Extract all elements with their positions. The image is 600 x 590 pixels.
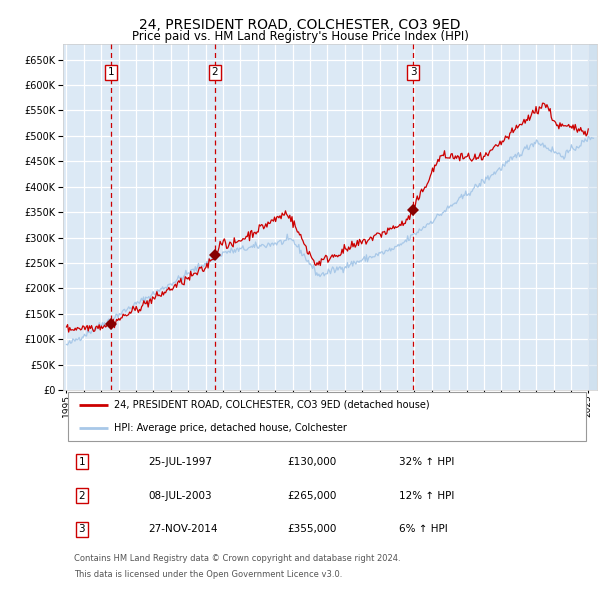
Text: 1: 1: [107, 67, 115, 77]
Text: 25-JUL-1997: 25-JUL-1997: [148, 457, 212, 467]
Text: 12% ↑ HPI: 12% ↑ HPI: [400, 490, 455, 500]
Text: 6% ↑ HPI: 6% ↑ HPI: [400, 525, 448, 534]
Bar: [589, 44, 597, 390]
Text: 1: 1: [79, 457, 85, 467]
Text: £355,000: £355,000: [287, 525, 337, 534]
Text: 2: 2: [211, 67, 218, 77]
Text: 32% ↑ HPI: 32% ↑ HPI: [400, 457, 455, 467]
Text: 3: 3: [410, 67, 416, 77]
Text: 2: 2: [79, 490, 85, 500]
Text: Price paid vs. HM Land Registry's House Price Index (HPI): Price paid vs. HM Land Registry's House …: [131, 30, 469, 43]
Text: 08-JUL-2003: 08-JUL-2003: [148, 490, 212, 500]
Text: 3: 3: [79, 525, 85, 534]
Text: 24, PRESIDENT ROAD, COLCHESTER, CO3 9ED (detached house): 24, PRESIDENT ROAD, COLCHESTER, CO3 9ED …: [114, 400, 430, 410]
Text: £265,000: £265,000: [287, 490, 337, 500]
Text: Contains HM Land Registry data © Crown copyright and database right 2024.: Contains HM Land Registry data © Crown c…: [74, 553, 400, 563]
Text: 24, PRESIDENT ROAD, COLCHESTER, CO3 9ED: 24, PRESIDENT ROAD, COLCHESTER, CO3 9ED: [139, 18, 461, 32]
FancyBboxPatch shape: [68, 392, 586, 441]
Text: This data is licensed under the Open Government Licence v3.0.: This data is licensed under the Open Gov…: [74, 570, 342, 579]
Text: £130,000: £130,000: [287, 457, 337, 467]
Text: HPI: Average price, detached house, Colchester: HPI: Average price, detached house, Colc…: [114, 423, 347, 433]
Text: 27-NOV-2014: 27-NOV-2014: [148, 525, 218, 534]
